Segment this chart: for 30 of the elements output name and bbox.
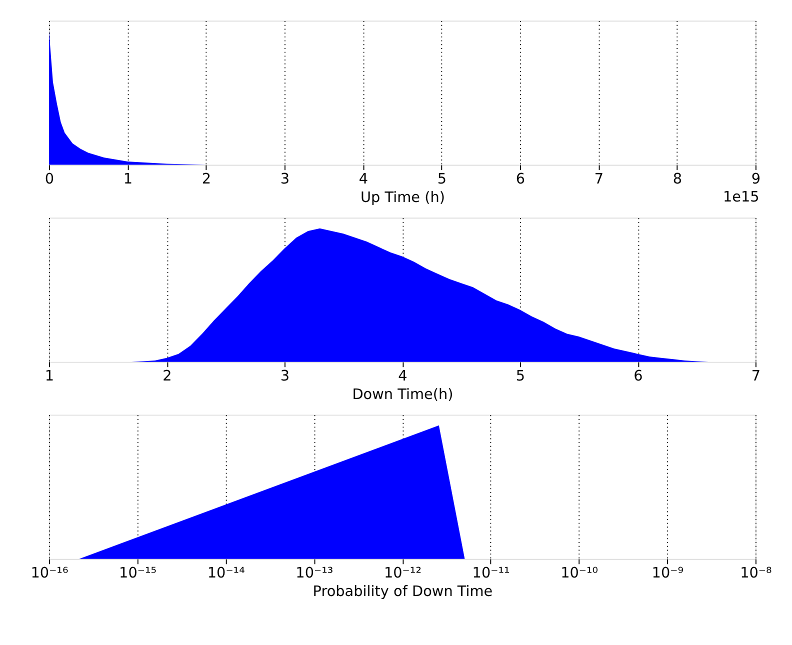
x-axis-title: Down Time(h) — [352, 386, 454, 403]
x-tick-label: 4 — [358, 172, 368, 188]
x-tick-label: 3 — [280, 172, 290, 188]
x-tick-label: 10⁻¹³ — [296, 566, 334, 582]
x-tick-label: 6 — [634, 368, 643, 385]
x-tick-label: 5 — [437, 172, 447, 188]
x-tick-label: 5 — [516, 368, 526, 385]
x-tick-label: 3 — [280, 368, 290, 385]
x-tick-label: 10⁻¹⁵ — [119, 566, 157, 582]
x-tick-label: 10⁻¹⁴ — [207, 566, 246, 582]
x-tick-label: 2 — [162, 368, 172, 385]
text: 1e15 — [722, 189, 760, 206]
x-tick-label: 0 — [44, 172, 54, 188]
x-axis-title: Up Time (h) — [360, 190, 445, 206]
x-tick-label: 10⁻⁹ — [652, 566, 684, 582]
x-tick-label: 2 — [202, 172, 212, 188]
x-tick-label: 4 — [398, 368, 408, 385]
x-tick-label: 10⁻¹⁰ — [560, 566, 598, 582]
x-tick-label: 10⁻¹⁶ — [30, 566, 68, 582]
x-tick-label: 10⁻¹² — [384, 566, 422, 582]
x-tick-label: 10⁻⁸ — [740, 566, 772, 582]
x-tick-label: 10⁻¹¹ — [472, 566, 510, 582]
x-tick-label: 8 — [672, 172, 682, 188]
x-tick-label: 7 — [594, 172, 604, 188]
x-tick-label: 9 — [751, 172, 761, 188]
x-tick-label: 1 — [44, 368, 54, 385]
x-tick-label: 7 — [751, 368, 761, 385]
x-axis-title: Probability of Down Time — [312, 584, 493, 600]
x-tick-label: 1 — [123, 172, 133, 188]
x-tick-label: 6 — [516, 172, 526, 188]
